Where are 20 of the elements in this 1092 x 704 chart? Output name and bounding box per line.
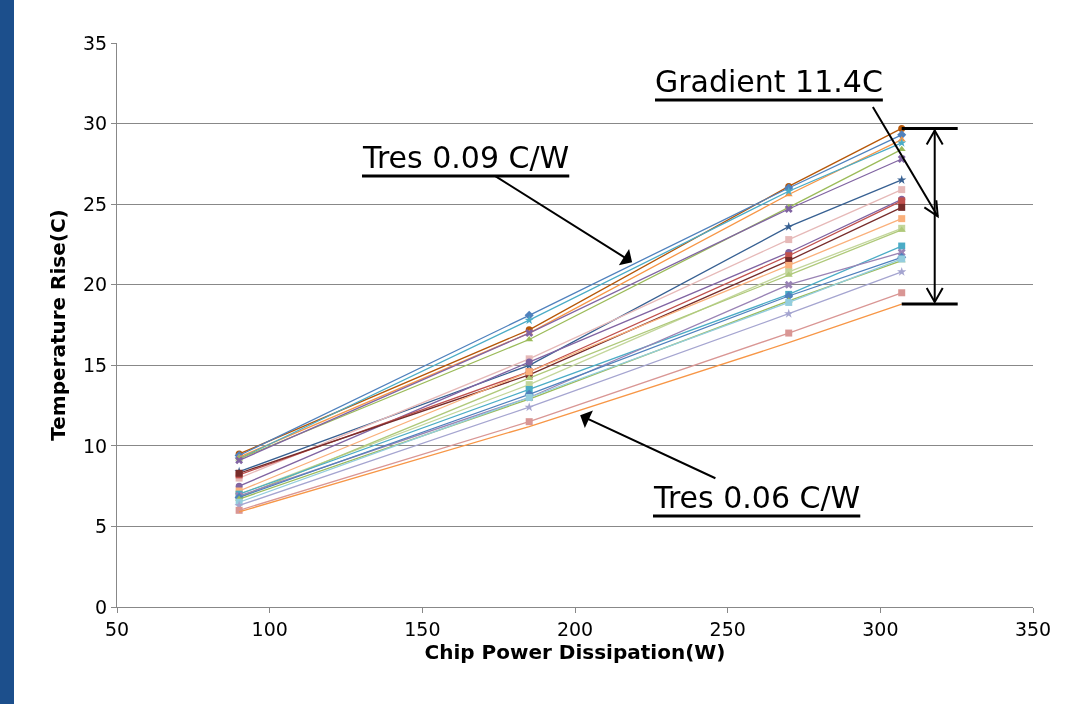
annotation: Tres 0.06 C/W	[653, 480, 861, 515]
x-tick-label: 100	[251, 617, 288, 640]
y-tick-label: 30	[83, 112, 108, 135]
y-tick-label: 20	[83, 273, 108, 296]
x-tick-label: 150	[404, 617, 441, 640]
x-tick-label: 50	[104, 617, 130, 640]
annotation: Gradient 11.4C	[655, 64, 883, 99]
y-tick-label: 25	[83, 192, 108, 215]
x-tick-label: 350	[1014, 617, 1052, 640]
x-tick-label: 200	[556, 617, 594, 640]
y-tick-label: 0	[95, 595, 108, 618]
x-axis-title: Chip Power Dissipation(W)	[424, 639, 726, 664]
y-tick-label: 35	[83, 31, 108, 54]
y-tick-label: 5	[95, 515, 108, 538]
annotation: Tres 0.09 C/W	[362, 140, 570, 175]
y-axis-title: Temperature Rise(C)	[45, 209, 70, 441]
y-tick-label: 10	[83, 434, 108, 457]
x-tick-label: 300	[862, 617, 899, 640]
y-tick-label: 15	[83, 353, 108, 376]
x-tick-label: 250	[709, 617, 746, 640]
